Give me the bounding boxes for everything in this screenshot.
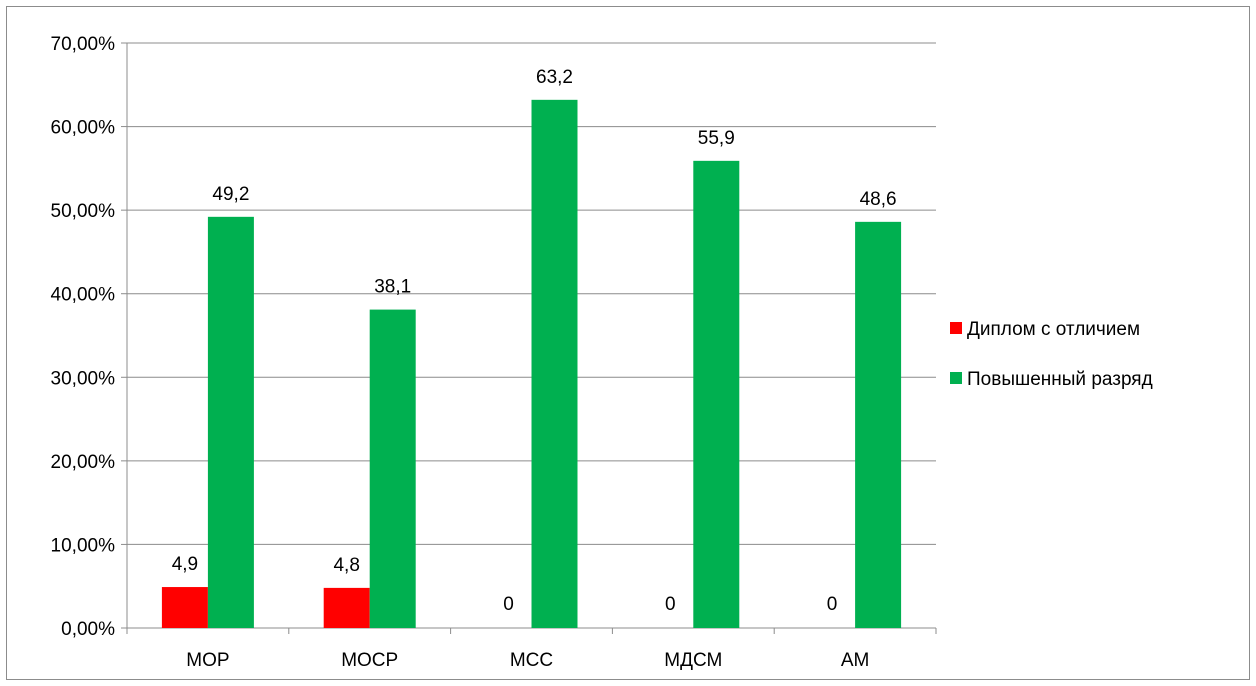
legend-swatch	[950, 322, 962, 334]
data-label: 63,2	[536, 67, 573, 88]
y-tick-label: 50,00%	[51, 201, 116, 222]
y-tick-label: 40,00%	[51, 285, 116, 306]
data-labels: 4,9 4,8 0 0 0 49,2 38,1 63,2 55,9 48,6	[172, 67, 897, 615]
bar-promoted-rank	[693, 160, 740, 629]
bar-diploma	[323, 587, 370, 628]
data-label: 0	[665, 594, 676, 615]
y-tick-label: 20,00%	[51, 452, 116, 473]
bars	[161, 99, 902, 629]
legend-label: Повышенный разряд	[967, 369, 1153, 390]
legend-swatch	[950, 372, 962, 384]
bar-promoted-rank	[855, 221, 902, 629]
bar-promoted-rank	[207, 216, 254, 629]
data-label: 0	[827, 594, 838, 615]
x-category-label: МДСМ	[664, 650, 722, 671]
y-tick-label: 60,00%	[51, 118, 116, 139]
data-label: 4,8	[333, 555, 359, 576]
legend-label: Диплом с отличием	[967, 319, 1140, 340]
data-label: 38,1	[374, 277, 411, 298]
data-label: 55,9	[698, 128, 735, 149]
data-label: 49,2	[212, 184, 249, 205]
x-category-label: АМ	[841, 650, 870, 671]
x-category-label: МСС	[510, 650, 553, 671]
x-category-label: МОСР	[341, 650, 398, 671]
bar-promoted-rank	[369, 309, 416, 628]
bar-diploma	[161, 587, 208, 628]
y-tick-label: 10,00%	[51, 535, 116, 556]
x-category-label: МОР	[186, 650, 229, 671]
data-label: 0	[503, 594, 514, 615]
y-tick-label: 0,00%	[61, 619, 115, 640]
y-tick-label: 30,00%	[51, 368, 116, 389]
data-label: 4,9	[172, 554, 198, 575]
data-label: 48,6	[860, 189, 897, 210]
legend: Диплом с отличием Повышенный разряд	[950, 319, 1153, 390]
y-tick-label: 70,00%	[51, 34, 116, 55]
axes: 0,00% 10,00% 20,00% 30,00% 40,00% 50,00% 60,00…	[51, 34, 937, 671]
bar-promoted-rank	[531, 99, 578, 629]
